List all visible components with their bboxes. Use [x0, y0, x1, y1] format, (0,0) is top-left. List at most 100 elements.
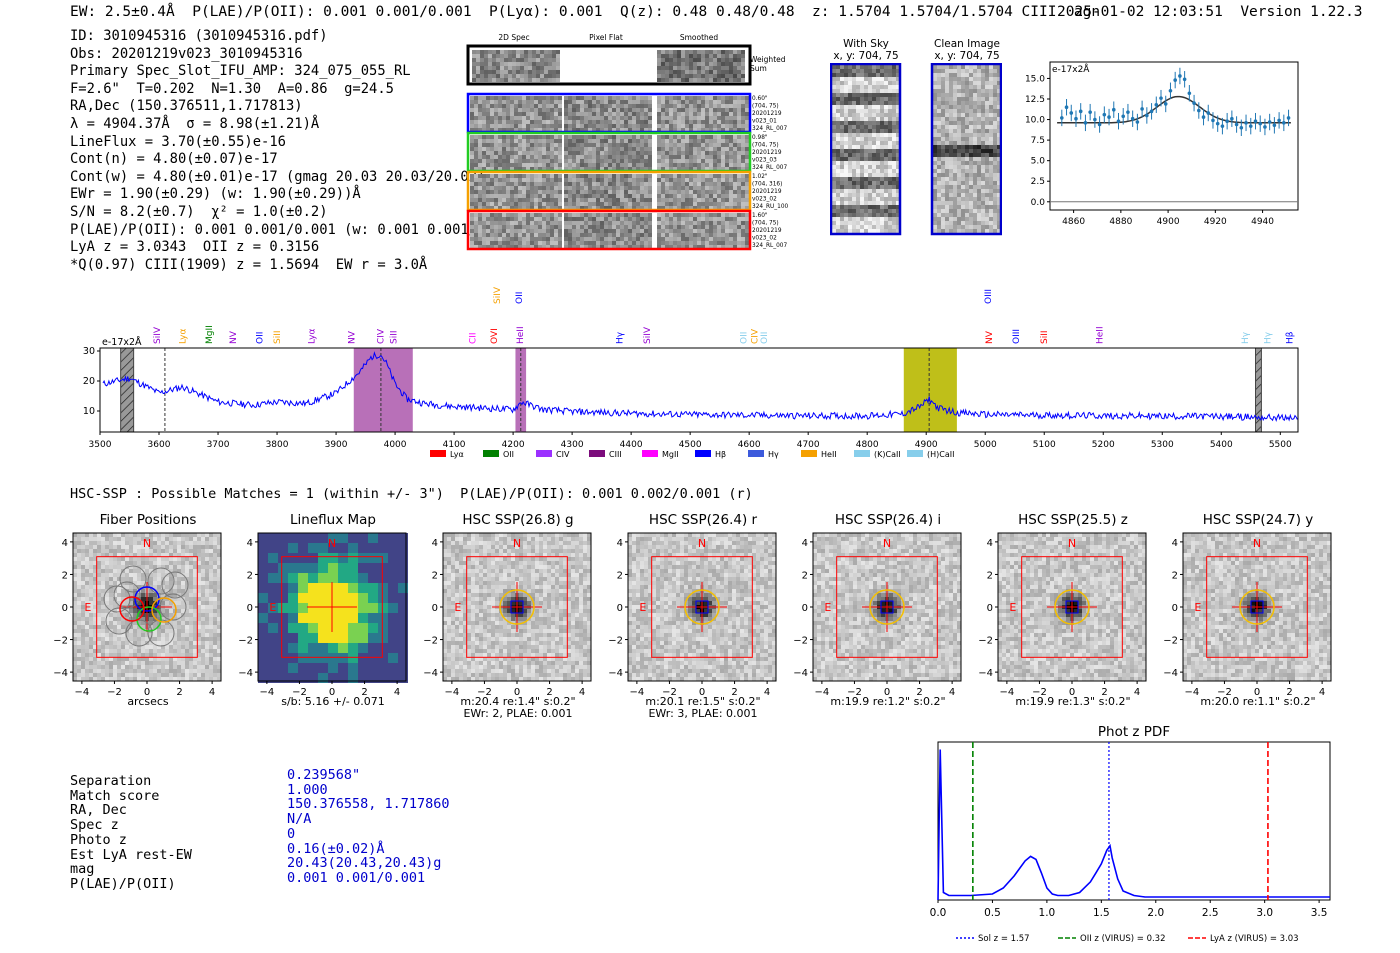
- x-tick-label: 2: [1101, 687, 1107, 698]
- x-tick-label: 4600: [738, 440, 761, 450]
- x-tick-label: −4: [445, 687, 460, 698]
- x-tick-label: 4920: [1204, 217, 1227, 227]
- line-label: CIV: [376, 328, 386, 344]
- x-tick-label: 5500: [1269, 440, 1292, 450]
- aperture-box: [281, 556, 383, 658]
- cutout-row-info: v023_02: [752, 236, 777, 242]
- noise-image: [657, 135, 749, 171]
- summary-line: S/N = 8.2(±0.7) χ² = 1.0(±0.2): [70, 203, 328, 220]
- center-box: [880, 600, 894, 614]
- cutout-row-info: v023_03: [752, 158, 777, 164]
- fiber-circle: [159, 593, 187, 621]
- y-tick-label: 0: [62, 603, 68, 614]
- fiber-circle: [125, 619, 153, 647]
- data-point: [1135, 120, 1140, 124]
- stamp-title: HSC SSP(26.8) g: [462, 512, 574, 528]
- line-label: Hγ: [615, 331, 625, 344]
- stamp-image: N E −4 4 −2 2 0 0 2 −2 4 −4: [978, 532, 1147, 698]
- legend-swatch: [748, 450, 764, 457]
- line-label: SiIV: [643, 326, 653, 344]
- x-tick-label: 3.0: [1256, 907, 1273, 919]
- legend-swatch: [536, 450, 552, 457]
- data-point: [1149, 109, 1154, 114]
- x-tick-label: 3900: [325, 440, 348, 450]
- data-point: [1121, 114, 1126, 119]
- line-label: OIII: [984, 289, 994, 304]
- match-value: 1.000: [287, 781, 328, 798]
- x-tick-label: 1.5: [1093, 907, 1110, 919]
- data-point: [1263, 125, 1267, 129]
- legend-label: LyA z (VIRUS) = 3.03: [1210, 934, 1299, 944]
- source-ellipse: [869, 589, 905, 625]
- summary-line: Cont(w) = 4.80(±0.01)e-17 (gmag 20.03 20…: [70, 168, 486, 185]
- stamp-caption: m:20.4 re:1.4" s:0.2": [460, 695, 576, 708]
- y-tick-label: 4: [62, 538, 68, 549]
- cutout-row-info: (704, 75): [752, 104, 779, 110]
- y-tick-label: 2.5: [1031, 177, 1045, 187]
- line-label: NV: [347, 330, 357, 344]
- match-value: 0.239568": [287, 767, 361, 783]
- image-frame: [830, 63, 902, 236]
- x-tick-label: 5400: [1210, 440, 1233, 450]
- fiber-circle: [147, 567, 175, 595]
- x-tick-label: 0: [884, 687, 890, 698]
- cutout-row-info: 1.02": [752, 174, 768, 180]
- spectrum-line: [102, 351, 1298, 423]
- legend-label: CIII: [609, 450, 622, 459]
- photz-pdf-chart: 0.0 0.5 1.0 1.5 2.0 2.5 3.0 3.5 Sol z = 1.57 OII …: [930, 741, 1331, 944]
- cutout-row-frame: [466, 209, 752, 251]
- y-tick-label: 2: [617, 570, 623, 581]
- data-point: [1173, 78, 1177, 82]
- detection-summary: ID: 3010945316 (3010945316.pdf) Obs: 2020…: [70, 28, 527, 274]
- x-tick-label: 2: [916, 687, 922, 698]
- noise-image: [470, 96, 562, 132]
- x-tick-label: 0: [699, 687, 705, 698]
- summary-line: Obs: 20201219v023_3010945316: [70, 45, 303, 62]
- line-label: HeII: [516, 326, 526, 344]
- summary-line: Primary Spec_Slot_IFU_AMP: 324_075_055_R…: [70, 63, 411, 80]
- stamp-panel: HSC SSP(26.4) i N E −4 4 −2 2 0 0 2 −2 4 −4 m:19.9 re…: [793, 508, 983, 723]
- cutout-row-info: 324_RL_007: [752, 126, 787, 132]
- line-label: HeII: [1096, 326, 1106, 344]
- compass-north: N: [883, 537, 891, 550]
- legend-label: Hγ: [768, 450, 779, 459]
- x-tick-label: 3.5: [1311, 907, 1328, 919]
- data-point: [1064, 105, 1069, 110]
- legend-swatch: [801, 450, 817, 457]
- data-point: [1097, 122, 1102, 127]
- stamp-pixels: [998, 533, 1146, 681]
- center-box: [695, 600, 709, 614]
- x-tick-label: −2: [662, 687, 677, 698]
- data-point: [1244, 121, 1248, 125]
- x-tick-label: 4: [1134, 687, 1140, 698]
- x-tick-label: 0: [514, 687, 520, 698]
- line-label: NV: [229, 330, 239, 344]
- source-ellipse: [684, 589, 720, 625]
- stamp-title: HSC SSP(26.4) i: [834, 512, 942, 528]
- x-tick-label: 4400: [620, 440, 643, 450]
- stamp-image: N E −4 4 −2 2 0 0 2 −2 4 −4: [53, 532, 222, 698]
- stamp-panel: HSC SSP(26.4) r N E −4 4 −2 2 0 0 2 −2 4 −4 m:20.1 re…: [608, 508, 798, 723]
- y-tick-label: −4: [423, 668, 438, 679]
- legend-label: CIV: [556, 450, 570, 459]
- data-point: [1168, 88, 1173, 93]
- x-tick-label: 2: [1286, 687, 1292, 698]
- cutout-row-info: 0.98": [752, 135, 768, 141]
- stamp-title: Fiber Positions: [99, 512, 197, 528]
- y-tick-label: 0: [802, 603, 808, 614]
- cutout-row-info: 0.60": [752, 96, 768, 102]
- data-point: [1154, 102, 1159, 107]
- legend-swatch: [589, 450, 605, 457]
- clean-image: [933, 65, 1001, 233]
- y-tick-label: 2: [987, 570, 993, 581]
- clean-image-title: Clean Image: [933, 38, 1001, 50]
- y-tick-label: −4: [608, 668, 623, 679]
- line-label: CII: [468, 332, 478, 344]
- data-point: [1272, 123, 1277, 128]
- stamp-panel: Lineflux Map N E −4 4 −2 2 0 0 2 −2 4 −4 s/b: 5.16 +/…: [238, 508, 428, 723]
- stamp-title: Lineflux Map: [290, 512, 376, 528]
- data-point: [1230, 116, 1234, 121]
- stamp-pixels: [813, 533, 961, 681]
- x-tick-label: 4900: [1157, 217, 1180, 227]
- header-summary: EW: 2.5±0.4Å P(LAE)/P(OII): 0.001 0.001/…: [70, 4, 1101, 20]
